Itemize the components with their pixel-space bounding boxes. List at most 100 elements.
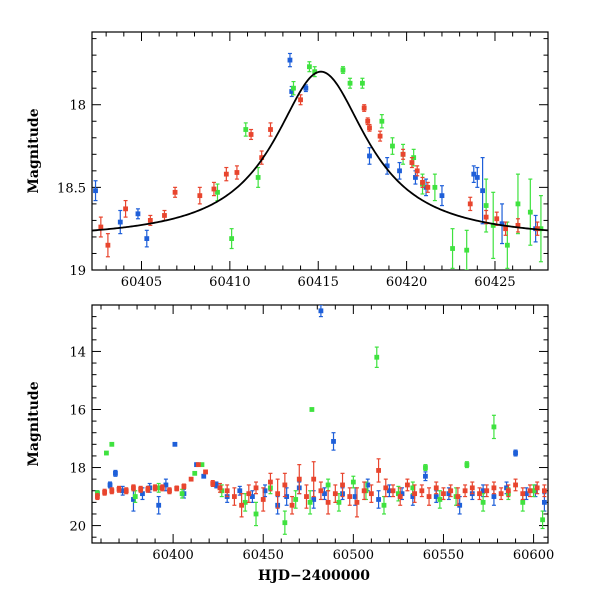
data-point <box>498 487 504 501</box>
data-point <box>253 481 259 495</box>
data-point <box>253 501 259 527</box>
x-tick-label: 60550 <box>423 548 464 563</box>
data-point <box>505 484 511 498</box>
data-point <box>255 166 261 188</box>
data-point <box>423 464 428 472</box>
data-point <box>275 478 281 509</box>
data-point <box>390 137 395 155</box>
data-point <box>181 483 187 490</box>
data-point <box>503 221 508 236</box>
data-point <box>484 484 490 498</box>
data-point <box>331 432 336 451</box>
data-point <box>340 66 346 74</box>
data-point <box>152 484 158 492</box>
data-point <box>347 77 353 89</box>
data-point <box>441 487 446 501</box>
data-point <box>95 493 100 501</box>
data-point <box>383 478 389 498</box>
x-tick-label: 60420 <box>386 275 427 290</box>
data-point <box>104 450 109 456</box>
data-point <box>309 407 315 412</box>
data-point <box>312 66 318 78</box>
data-point <box>215 183 220 202</box>
x-tick-label: 60400 <box>152 548 193 563</box>
data-point <box>527 484 533 498</box>
data-point <box>93 180 98 202</box>
data-point <box>174 485 180 492</box>
data-point <box>123 199 128 218</box>
y-tick-label: 14 <box>69 345 86 360</box>
y-tick-label: 19 <box>69 264 86 279</box>
bottom-panel-full-light-curve: 60400 60450 60500 60550 60600 14 16 18 20 Magnitu… <box>26 304 554 584</box>
data-point <box>437 490 443 509</box>
data-point <box>172 186 178 198</box>
x-axis-title: HJD−2400000 <box>258 568 370 584</box>
data-point <box>248 128 254 141</box>
data-point <box>318 481 324 501</box>
data-point <box>347 487 353 506</box>
data-point <box>520 487 526 501</box>
data-point <box>156 482 162 493</box>
data-point <box>480 157 486 225</box>
data-point <box>156 495 162 515</box>
data-point <box>426 487 432 506</box>
data-point <box>162 209 167 222</box>
data-point <box>293 490 299 509</box>
data-point <box>499 203 505 245</box>
data-point <box>419 484 425 498</box>
data-point <box>448 484 454 498</box>
data-point <box>477 487 482 501</box>
data-point <box>531 484 536 498</box>
data-point <box>464 229 470 270</box>
data-point <box>325 490 331 515</box>
data-point <box>243 122 249 137</box>
data-point <box>287 52 293 68</box>
data-point <box>397 487 403 506</box>
data-point <box>376 458 381 483</box>
data-point <box>113 469 118 477</box>
data-point <box>467 196 473 212</box>
data-point <box>188 476 194 482</box>
data-point <box>203 469 208 475</box>
data-point <box>197 186 203 205</box>
data-point <box>350 475 356 489</box>
y-tick-label: 18 <box>69 99 86 114</box>
data-point <box>268 122 273 137</box>
data-point <box>433 481 439 495</box>
model-fit-curve <box>92 70 548 232</box>
data-point <box>322 487 327 501</box>
data-point <box>332 484 338 503</box>
data-point <box>541 484 547 498</box>
data-point <box>367 147 372 165</box>
data-point <box>425 181 431 193</box>
data-point <box>145 485 151 493</box>
data-point <box>298 94 303 106</box>
data-point <box>523 487 529 501</box>
y-tick-label: 16 <box>69 403 86 418</box>
data-point <box>268 472 273 492</box>
top-panel-zoom-light-curve: 60405 60410 60415 60420 60425 18 18.5 19 Magnitu… <box>26 31 549 290</box>
data-point <box>246 484 252 503</box>
data-point <box>491 481 497 495</box>
data-point <box>420 176 425 188</box>
data-point <box>361 104 367 112</box>
x-tick-label: 60415 <box>298 275 339 290</box>
data-point <box>325 478 331 492</box>
data-point <box>120 485 126 496</box>
data-point <box>117 209 123 235</box>
data-point <box>513 478 518 492</box>
data-point <box>201 473 207 479</box>
x-tick-label: 60405 <box>121 275 162 290</box>
data-point <box>540 510 545 530</box>
data-point <box>116 485 122 493</box>
data-point <box>282 472 288 498</box>
data-point <box>494 211 500 226</box>
data-point <box>474 166 480 188</box>
data-point <box>376 490 381 509</box>
data-point <box>423 471 428 482</box>
x-tick-label: 60500 <box>333 548 374 563</box>
x-tick-label: 60600 <box>513 548 554 563</box>
data-point <box>195 462 201 468</box>
data-point <box>365 117 371 126</box>
data-point <box>234 165 240 180</box>
